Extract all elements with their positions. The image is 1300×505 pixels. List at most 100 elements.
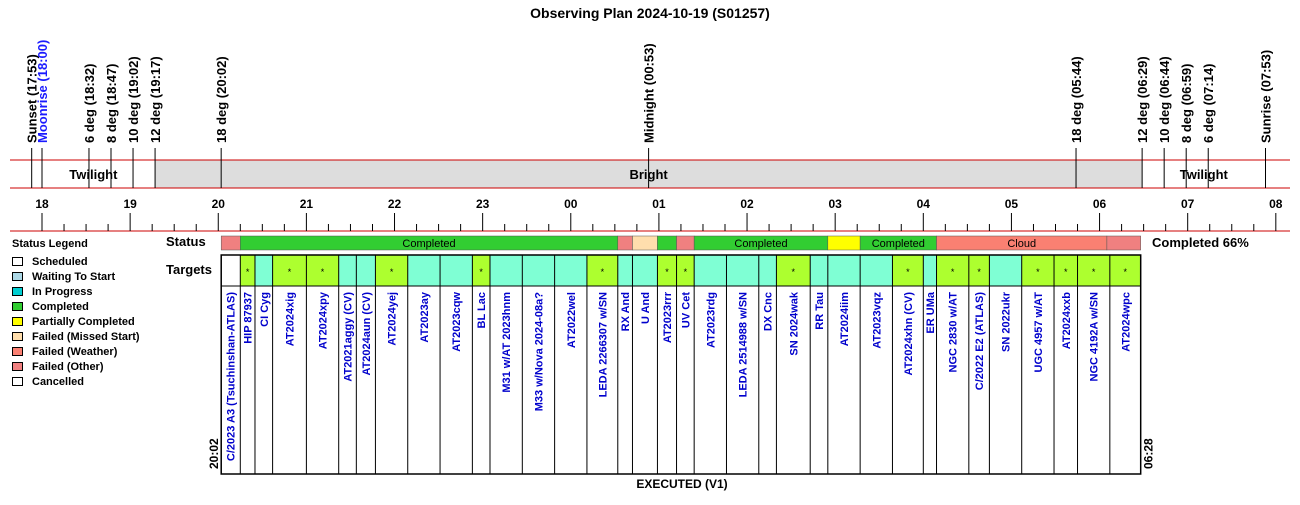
status-segment bbox=[220, 235, 241, 251]
target-name: CI Cyg bbox=[259, 292, 271, 327]
target-block bbox=[968, 255, 990, 286]
target-block bbox=[726, 255, 759, 286]
legend-swatch bbox=[12, 377, 23, 386]
target-star-marker: * bbox=[246, 267, 250, 277]
hour-label: 23 bbox=[476, 197, 490, 211]
status-segment bbox=[632, 235, 658, 251]
legend-label: Failed (Other) bbox=[32, 360, 104, 373]
hour-label: 00 bbox=[564, 197, 578, 211]
target-star-marker: * bbox=[1092, 267, 1096, 277]
status-row-label: Status bbox=[166, 234, 206, 249]
event-label: 10 deg (19:02) bbox=[126, 56, 141, 143]
target-name: AT2024xpy bbox=[318, 291, 330, 349]
target-name: AT2024xig bbox=[284, 292, 296, 346]
target-block bbox=[1077, 255, 1110, 286]
event-label: 18 deg (05:44) bbox=[1069, 56, 1084, 143]
target-star-marker: * bbox=[665, 267, 669, 277]
target-name: AT2023cqw bbox=[451, 292, 463, 352]
legend-label: Waiting To Start bbox=[32, 270, 116, 283]
target-name: AT2024yej bbox=[387, 292, 399, 346]
target-star-marker: * bbox=[1036, 267, 1040, 277]
event-label: Moonrise (18:00) bbox=[35, 40, 50, 143]
legend-label: Failed (Weather) bbox=[32, 345, 118, 358]
target-name: HIP 87937 bbox=[243, 292, 255, 344]
event-label: 12 deg (06:29) bbox=[1135, 56, 1150, 143]
event-label: Sunset (17:53) bbox=[25, 54, 40, 143]
event-label: 18 deg (20:02) bbox=[214, 56, 229, 143]
target-block bbox=[440, 255, 473, 286]
hour-label: 19 bbox=[123, 197, 137, 211]
period-label: Twilight bbox=[1180, 167, 1229, 182]
target-name: M33 w/Nova 2024-08a? bbox=[533, 292, 545, 412]
legend-item: Failed (Missed Start) bbox=[12, 329, 140, 344]
legend-label: Failed (Missed Start) bbox=[32, 330, 140, 343]
event-label: Midnight (00:53) bbox=[642, 43, 657, 143]
target-name: NGC 2830 w/AT bbox=[948, 292, 960, 373]
target-name: RX And bbox=[620, 292, 632, 331]
completion-percent: Completed 66% bbox=[1152, 235, 1249, 250]
target-name: AT2024wpc bbox=[1120, 292, 1132, 352]
target-name: AT2021aggy (CV) bbox=[343, 292, 355, 382]
target-name: DX Cnc bbox=[763, 292, 775, 331]
status-segment-label: Cloud bbox=[1007, 238, 1036, 250]
target-name: AT2023ay bbox=[419, 291, 431, 342]
target-block bbox=[810, 255, 828, 286]
hour-label: 04 bbox=[917, 197, 931, 211]
target-block bbox=[694, 255, 727, 286]
target-block bbox=[586, 255, 618, 286]
event-label: 8 deg (18:47) bbox=[104, 64, 119, 143]
target-block bbox=[617, 255, 633, 286]
status-segment bbox=[676, 235, 695, 251]
status-segment-label: Completed bbox=[402, 238, 455, 250]
target-name: AT2023rdg bbox=[705, 292, 717, 348]
execution-version-label: EXECUTED (V1) bbox=[636, 477, 728, 491]
target-block bbox=[758, 255, 777, 286]
target-block bbox=[1109, 255, 1141, 286]
target-name: U And bbox=[640, 292, 652, 324]
target-name: AT2024aun (CV) bbox=[361, 292, 373, 376]
target-block bbox=[892, 255, 924, 286]
target-block bbox=[375, 255, 408, 286]
event-label: Sunrise (07:53) bbox=[1259, 50, 1274, 143]
target-name: UV Cet bbox=[680, 292, 692, 328]
status-segment bbox=[657, 235, 677, 251]
target-block bbox=[632, 255, 658, 286]
target-name: LEDA 2266307 w/SN bbox=[597, 292, 609, 397]
status-legend: Status Legend Scheduled Waiting To Start I… bbox=[12, 238, 140, 389]
legend-label: Scheduled bbox=[32, 255, 88, 268]
legend-title: Status Legend bbox=[12, 238, 88, 250]
hour-label: 20 bbox=[212, 197, 226, 211]
legend-swatch bbox=[12, 317, 23, 326]
target-block bbox=[1054, 255, 1078, 286]
target-star-marker: * bbox=[1124, 267, 1128, 277]
status-segment bbox=[1106, 235, 1141, 251]
status-segment bbox=[617, 235, 633, 251]
legend-item: Scheduled bbox=[12, 254, 140, 269]
legend-swatch bbox=[12, 362, 23, 371]
hour-label: 08 bbox=[1269, 197, 1283, 211]
hour-label: 03 bbox=[828, 197, 842, 211]
target-block bbox=[338, 255, 357, 286]
target-star-marker: * bbox=[977, 267, 981, 277]
target-star-marker: * bbox=[684, 267, 688, 277]
status-segment-label: Completed bbox=[734, 238, 787, 250]
target-star-marker: * bbox=[792, 267, 796, 277]
target-name: NGC 4192A w/SN bbox=[1089, 292, 1101, 382]
legend-item: Failed (Weather) bbox=[12, 344, 140, 359]
legend-label: Cancelled bbox=[32, 375, 84, 388]
status-segment bbox=[827, 235, 861, 251]
target-block bbox=[860, 255, 893, 286]
legend-item: In Progress bbox=[12, 284, 140, 299]
target-star-marker: * bbox=[288, 267, 292, 277]
target-star-marker: * bbox=[479, 267, 483, 277]
target-name: RR Tau bbox=[814, 292, 826, 330]
target-name: AT2024xxb bbox=[1061, 292, 1073, 350]
target-name: ER UMa bbox=[925, 291, 937, 333]
target-block bbox=[407, 255, 441, 286]
page-title: Observing Plan 2024-10-19 (S01257) bbox=[530, 5, 770, 21]
legend-swatch bbox=[12, 332, 23, 341]
legend-swatch bbox=[12, 272, 23, 281]
event-label: 10 deg (06:44) bbox=[1157, 56, 1172, 143]
end-time-label: 06:28 bbox=[1142, 438, 1156, 469]
